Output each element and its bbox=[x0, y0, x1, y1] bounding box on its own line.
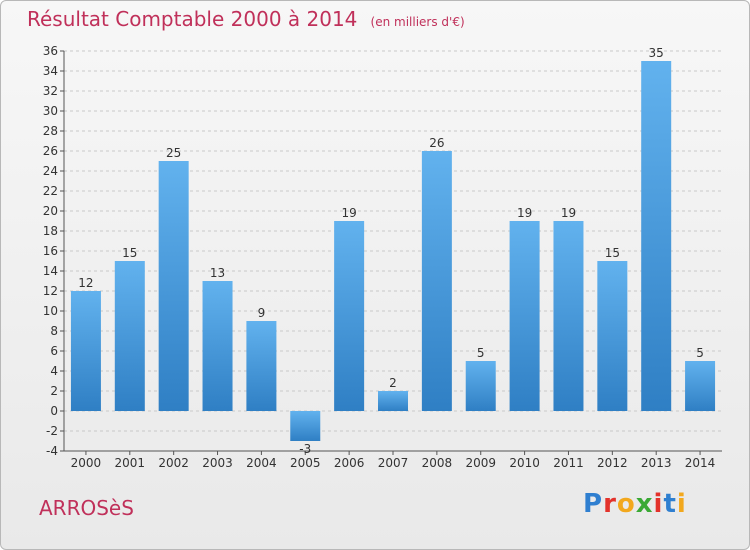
y-tick-label: 16 bbox=[43, 244, 58, 258]
value-label-2012: 15 bbox=[605, 246, 620, 260]
commune-name: ARROSèS bbox=[39, 496, 134, 520]
value-label-2007: 2 bbox=[389, 376, 397, 390]
x-tick-label: 2010 bbox=[509, 456, 540, 470]
bar-2008 bbox=[421, 151, 452, 411]
logo-letter: i bbox=[676, 489, 687, 519]
y-tick-label: 8 bbox=[50, 324, 58, 338]
y-tick-label: 28 bbox=[43, 124, 58, 138]
y-tick-label: 26 bbox=[43, 144, 58, 158]
value-label-2005: -3 bbox=[299, 442, 311, 456]
bar-2003 bbox=[202, 281, 233, 411]
y-tick-label: 24 bbox=[43, 164, 58, 178]
x-tick-label: 2013 bbox=[641, 456, 672, 470]
logo-letter: P bbox=[583, 489, 604, 519]
chart-subtitle: (en milliers d'€) bbox=[370, 15, 465, 29]
logo-letter: o bbox=[616, 489, 636, 519]
y-tick-label: 22 bbox=[43, 184, 58, 198]
bar-2001 bbox=[114, 261, 145, 411]
value-label-2004: 9 bbox=[258, 306, 266, 320]
bar-2013 bbox=[641, 61, 672, 411]
y-tick-label: 32 bbox=[43, 84, 58, 98]
bar-2006 bbox=[334, 221, 365, 411]
y-tick-label: -2 bbox=[46, 424, 58, 438]
y-tick-label: 6 bbox=[50, 344, 58, 358]
y-tick-label: 34 bbox=[43, 64, 58, 78]
x-tick-label: 2009 bbox=[465, 456, 496, 470]
y-tick-label: 10 bbox=[43, 304, 58, 318]
chart-title: Résultat Comptable 2000 à 2014 bbox=[27, 7, 358, 31]
value-label-2011: 19 bbox=[561, 206, 576, 220]
proxiti-logo[interactable]: Proxiti bbox=[583, 489, 687, 519]
value-label-2001: 15 bbox=[122, 246, 137, 260]
bar-2014 bbox=[685, 361, 716, 411]
logo-letter: x bbox=[635, 489, 654, 519]
x-tick-label: 2011 bbox=[553, 456, 584, 470]
value-label-2008: 26 bbox=[429, 136, 444, 150]
x-tick-label: 2014 bbox=[685, 456, 716, 470]
x-tick-label: 2000 bbox=[71, 456, 102, 470]
y-tick-label: 18 bbox=[43, 224, 58, 238]
value-label-2009: 5 bbox=[477, 346, 485, 360]
y-tick-label: 2 bbox=[50, 384, 58, 398]
value-label-2006: 19 bbox=[341, 206, 356, 220]
bar-2011 bbox=[553, 221, 584, 411]
bar-2000 bbox=[70, 291, 101, 411]
logo-letter: r bbox=[603, 489, 617, 519]
x-tick-label: 2003 bbox=[202, 456, 233, 470]
y-tick-label: -4 bbox=[46, 444, 58, 458]
bar-2007 bbox=[378, 391, 408, 411]
value-label-2010: 19 bbox=[517, 206, 532, 220]
value-label-2014: 5 bbox=[696, 346, 704, 360]
bar-2009 bbox=[465, 361, 496, 411]
y-tick-label: 36 bbox=[43, 44, 58, 58]
x-tick-label: 2007 bbox=[378, 456, 409, 470]
x-tick-label: 2006 bbox=[334, 456, 365, 470]
bar-2010 bbox=[509, 221, 540, 411]
x-tick-label: 2008 bbox=[422, 456, 453, 470]
x-tick-label: 2004 bbox=[246, 456, 277, 470]
x-tick-label: 2002 bbox=[158, 456, 189, 470]
logo-letter: i bbox=[653, 489, 664, 519]
y-tick-label: 14 bbox=[43, 264, 58, 278]
y-tick-label: 30 bbox=[43, 104, 58, 118]
value-label-2002: 25 bbox=[166, 146, 181, 160]
y-tick-label: 4 bbox=[50, 364, 58, 378]
bar-2005 bbox=[290, 411, 321, 441]
bars bbox=[70, 61, 716, 441]
value-label-2003: 13 bbox=[210, 266, 225, 280]
y-tick-label: 20 bbox=[43, 204, 58, 218]
bar-2012 bbox=[597, 261, 628, 411]
x-tick-label: 2005 bbox=[290, 456, 321, 470]
value-label-2013: 35 bbox=[649, 46, 664, 60]
logo-letter: t bbox=[663, 489, 677, 519]
labels: 200012200115200225200313200492005-320061… bbox=[71, 46, 716, 470]
y-tick-label: 12 bbox=[43, 284, 58, 298]
bar-2002 bbox=[158, 161, 189, 411]
x-tick-label: 2012 bbox=[597, 456, 628, 470]
y-tick-label: 0 bbox=[50, 404, 58, 418]
x-tick-label: 2001 bbox=[115, 456, 146, 470]
value-label-2000: 12 bbox=[78, 276, 93, 290]
bar-2004 bbox=[246, 321, 277, 411]
title-row: Résultat Comptable 2000 à 2014 (en milli… bbox=[27, 7, 465, 31]
